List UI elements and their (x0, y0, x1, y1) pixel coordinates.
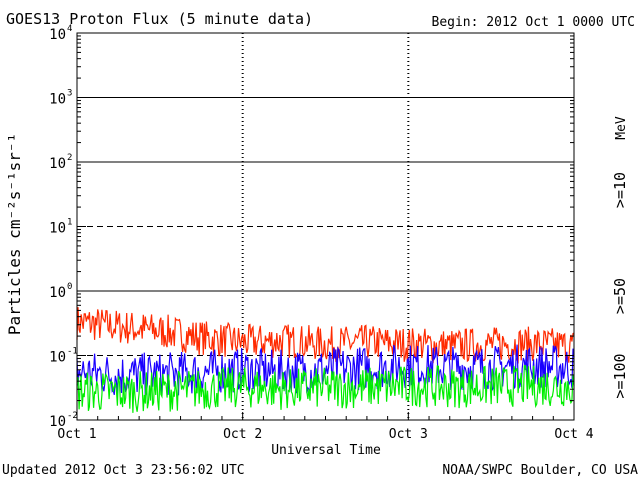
x-tick-label: Oct 4 (554, 427, 593, 442)
series-line (76, 344, 575, 397)
y-tick-exponent: 3 (67, 89, 72, 99)
grid-lines (77, 33, 574, 420)
begin-time: Begin: 2012 Oct 1 0000 UTC (432, 15, 636, 30)
y-tick-label: 104 (49, 24, 72, 43)
y-tick-exponent: 2 (67, 153, 72, 163)
x-tick-label: Oct 3 (389, 427, 428, 442)
y-tick-label: 10-1 (49, 347, 78, 366)
y-tick-exponent: 1 (67, 218, 72, 228)
legend-item: >=50 (611, 278, 629, 314)
x-axis-label: Universal Time (271, 443, 381, 458)
y-tick-label: 102 (49, 153, 72, 172)
x-tick-label: Oct 2 (223, 427, 262, 442)
series-line (76, 364, 575, 413)
y-axis-label: Particles cm⁻²s⁻¹sr⁻¹ (5, 133, 24, 335)
x-axis-ticks: Oct 1 Oct 2 Oct 3 Oct 4 (57, 412, 594, 442)
legend-item: >=100 (611, 353, 629, 398)
y-tick-exponent: -1 (67, 347, 78, 357)
x-tick-label: Oct 1 (57, 427, 96, 442)
updated-time: Updated 2012 Oct 3 23:56:02 UTC (2, 463, 245, 478)
y-tick-exponent: 4 (67, 24, 72, 34)
chart-title: GOES13 Proton Flux (5 minute data) (6, 10, 313, 28)
legend-item: >=10 (611, 172, 629, 208)
y-tick-label: 100 (49, 282, 72, 301)
legend-unit: MeV (614, 116, 629, 140)
legend: >=10 >=50 >=100 MeV (611, 116, 629, 398)
y-tick-exponent: 0 (67, 282, 72, 292)
y-tick-label: 101 (49, 218, 72, 237)
y-tick-exponent: -2 (67, 411, 78, 421)
series-group (76, 307, 575, 413)
credit: NOAA/SWPC Boulder, CO USA (442, 463, 638, 478)
y-tick-label: 103 (49, 89, 72, 108)
series-line (76, 307, 575, 364)
